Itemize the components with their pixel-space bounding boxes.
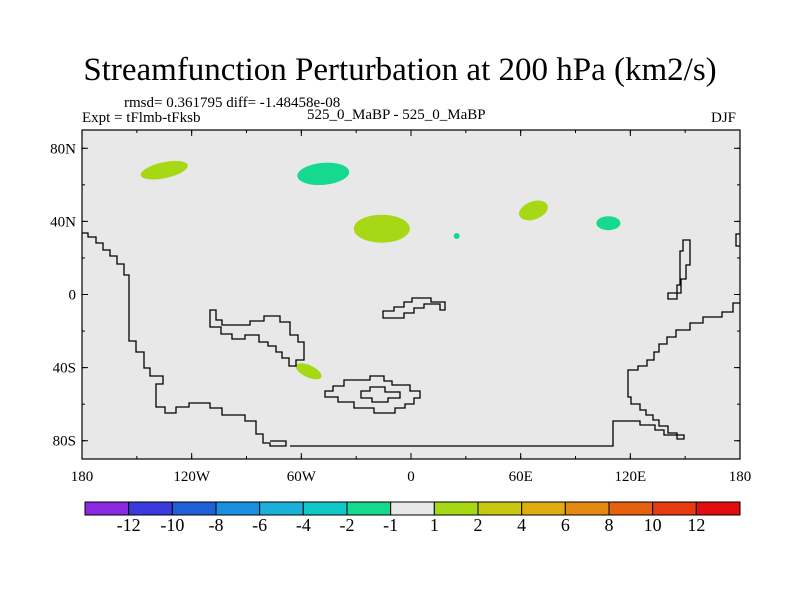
season-label: DJF <box>711 110 737 126</box>
anomaly-blob <box>140 160 188 180</box>
y-tick-label: 80N <box>50 141 76 157</box>
y-tick-label: 80S <box>53 434 76 450</box>
colorbar-level-label: 1 <box>429 515 439 535</box>
colorbar-swatch <box>259 501 304 516</box>
colorbar-swatch <box>302 501 348 516</box>
colorbar-level-label: -10 <box>160 515 185 535</box>
rmsd-stats: rmsd= 0.361795 diff= -1.48458e-08 <box>124 95 341 111</box>
colorbar-level-label: 6 <box>560 515 570 535</box>
colorbar-level-label: 10 <box>643 515 662 535</box>
colorbar-level-label: 4 <box>517 515 527 535</box>
colorbar-swatch <box>390 501 435 516</box>
anomaly-blob <box>519 200 548 221</box>
anomaly-layer <box>140 160 621 380</box>
colorbar <box>84 501 741 516</box>
x-tick-label: 0 <box>407 469 415 485</box>
x-tick-label: 60E <box>509 469 533 485</box>
colorbar-swatch <box>215 501 261 516</box>
colorbar-swatch <box>128 501 173 516</box>
runs-label: 525_0_MaBP - 525_0_MaBP <box>307 107 486 123</box>
colorbar-swatch <box>695 501 741 516</box>
colorbar-level-label: 8 <box>604 515 614 535</box>
anomaly-blob <box>295 363 322 380</box>
colorbar-level-label: 12 <box>687 515 706 535</box>
x-tick-label: 120W <box>173 469 211 485</box>
colorbar-level-label: -2 <box>339 515 355 535</box>
colorbar-swatch <box>171 501 217 516</box>
x-tick-label: 120E <box>614 469 646 485</box>
colorbar-swatch <box>521 501 566 516</box>
colorbar-swatch <box>564 501 610 516</box>
anomaly-blob <box>297 162 350 186</box>
experiment-label: Expt = tFlmb-tFksb <box>82 110 201 126</box>
colorbar-swatch <box>346 501 392 516</box>
y-tick-label: 40S <box>53 361 76 377</box>
anomaly-blob <box>596 216 621 231</box>
chart-title: Streamfunction Perturbation at 200 hPa (… <box>83 52 717 88</box>
colorbar-level-label: -6 <box>252 515 268 535</box>
colorbar-level-label: 2 <box>473 515 483 535</box>
coastlines <box>82 232 740 447</box>
y-tick-label: 40N <box>50 214 76 230</box>
y-tick-label: 0 <box>69 288 77 304</box>
x-tick-label: 180 <box>729 469 752 485</box>
colorbar-level-label: -1 <box>383 515 399 535</box>
x-tick-label: 180 <box>71 469 94 485</box>
axis-ticks <box>81 130 741 459</box>
colorbar-swatch <box>608 501 654 516</box>
anomaly-blob <box>453 233 460 240</box>
colorbar-swatch <box>84 501 130 516</box>
colorbar-swatch <box>652 501 697 516</box>
colorbar-level-label: -4 <box>295 515 311 535</box>
anomaly-blob <box>353 214 410 243</box>
colorbar-swatch <box>477 501 523 516</box>
colorbar-level-label: -12 <box>116 515 141 535</box>
colorbar-level-label: -8 <box>208 515 224 535</box>
x-tick-label: 60W <box>287 469 317 485</box>
colorbar-swatch <box>433 501 479 516</box>
axis-tick-labels: 180 120W 60W 0 60E 120E 180 80N 40N 0 40S 80S <box>50 141 751 485</box>
